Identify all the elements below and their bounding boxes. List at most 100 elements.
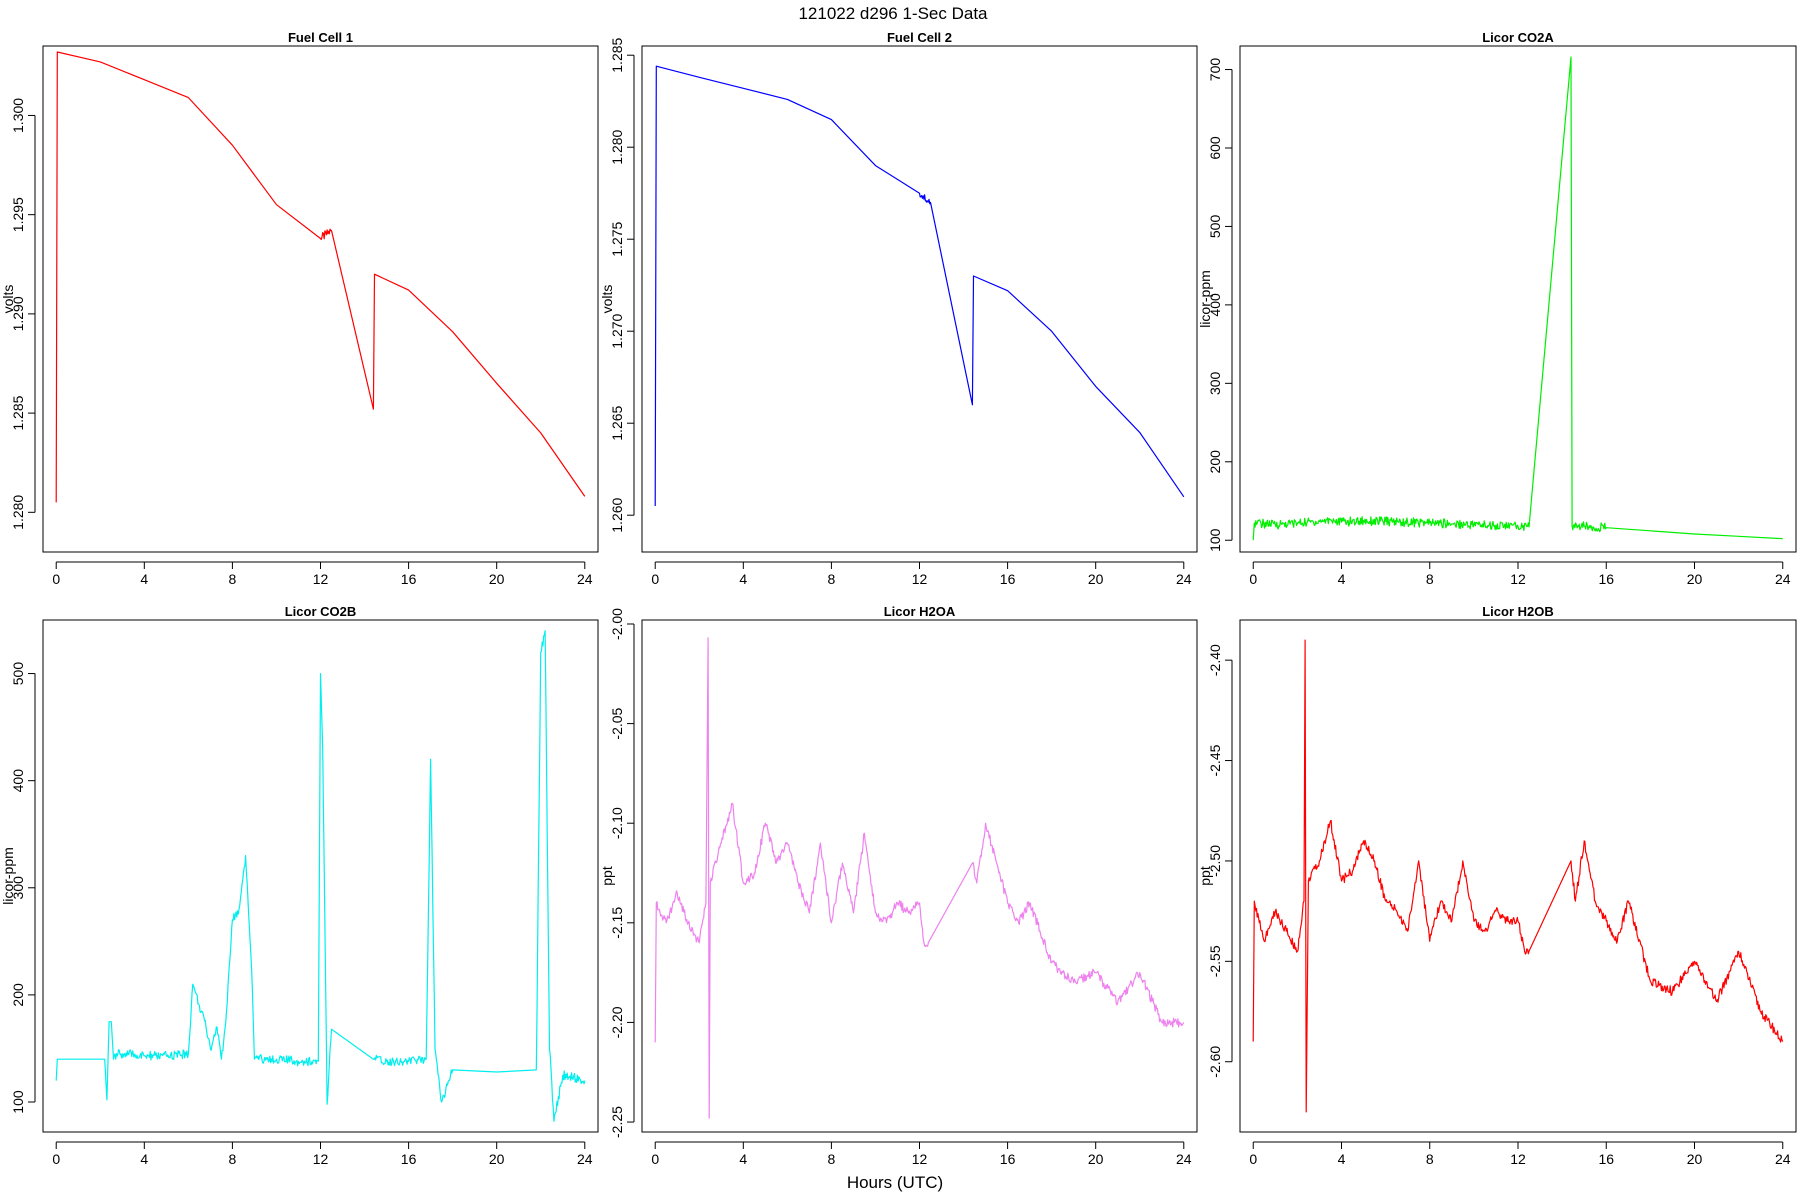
y-tick-label: 500 [10, 662, 26, 686]
y-tick-label: 700 [1207, 58, 1223, 82]
x-tick-label: 4 [1338, 1151, 1346, 1167]
x-tick-label: 8 [1426, 571, 1434, 587]
y-tick-label: -2.25 [609, 1106, 625, 1138]
x-tick-label: 20 [1088, 571, 1104, 587]
x-tick-label: 0 [651, 1151, 659, 1167]
x-tick-label: 4 [140, 1151, 148, 1167]
y-tick-label: 1.265 [609, 405, 625, 440]
x-tick-label: 0 [1249, 1151, 1257, 1167]
y-tick-label: -2.50 [1207, 845, 1223, 877]
panel-5: Licor H2OA ppt 0 4 8 12 16 20 24 -2.25 -2.20 -2.15 -… [599, 604, 1198, 1167]
x-tick-label: 0 [52, 571, 60, 587]
y-axis-label: ppt [1197, 866, 1213, 886]
x-tick-label: 4 [140, 571, 148, 587]
panel-4: Licor CO2B licor-ppm 0 4 8 12 16 20 24 100 200 300 4… [0, 604, 599, 1167]
x-tick-label: 24 [1775, 1151, 1791, 1167]
y-tick-label: 200 [1207, 450, 1223, 474]
x-tick-label: 12 [1510, 571, 1526, 587]
plot-frame [1239, 45, 1797, 553]
y-tick-label: 600 [1207, 136, 1223, 160]
x-tick-label: 8 [229, 571, 237, 587]
series-line-1 [1252, 56, 1783, 541]
y-axis-label: licor-ppm [0, 847, 16, 905]
series-line-1 [654, 637, 1185, 1119]
panel-3: Licor CO2A licor-ppm 0 4 8 12 16 20 24 100 200 300 4… [1197, 30, 1797, 587]
y-tick-label: 200 [10, 983, 26, 1007]
y-tick-label: -2.40 [1207, 644, 1223, 676]
y-tick-label: 100 [1207, 528, 1223, 552]
x-tick-label: 16 [1598, 571, 1614, 587]
y-tick-label: -2.05 [609, 707, 625, 739]
x-tick-label: 16 [401, 571, 417, 587]
y-tick-label: 400 [1207, 293, 1223, 317]
x-tick-label: 24 [1176, 571, 1192, 587]
panel-title: Licor CO2A [1482, 30, 1554, 45]
x-tick-label: 12 [313, 1151, 329, 1167]
series-line-1 [654, 65, 1185, 507]
panel-6: Licor H2OB ppt 0 4 8 12 16 20 24 -2.60 -2.55 -2.50 -… [1197, 604, 1797, 1167]
series-line-1 [55, 51, 586, 503]
y-tick-label: -2.45 [1207, 744, 1223, 776]
y-tick-label: 1.270 [609, 313, 625, 348]
x-tick-label: 20 [1687, 571, 1703, 587]
panel-2: Fuel Cell 2 volts 0 4 8 12 16 20 24 1.260 1.265 1.2… [599, 30, 1198, 587]
plot-frame [641, 45, 1198, 553]
x-tick-label: 0 [1249, 571, 1257, 587]
main-title: 121022 d296 1-Sec Data [798, 4, 988, 23]
x-tick-label: 24 [577, 1151, 593, 1167]
y-tick-label: 1.260 [609, 497, 625, 532]
x-tick-label: 16 [1598, 1151, 1614, 1167]
x-tick-label: 24 [1176, 1151, 1192, 1167]
x-tick-label: 4 [1338, 571, 1346, 587]
x-tick-label: 24 [1775, 571, 1791, 587]
y-tick-label: 500 [1207, 215, 1223, 239]
x-tick-label: 0 [52, 1151, 60, 1167]
panel-title: Fuel Cell 1 [288, 30, 353, 45]
x-tick-label: 12 [1510, 1151, 1526, 1167]
series-line-1 [55, 630, 586, 1122]
y-tick-label: -2.10 [609, 807, 625, 839]
x-tick-label: 12 [912, 1151, 928, 1167]
x-tick-label: 8 [1426, 1151, 1434, 1167]
y-tick-label: 1.280 [10, 495, 26, 530]
x-tick-label: 4 [739, 571, 747, 587]
plot-frame [1239, 619, 1797, 1133]
y-tick-label: 300 [10, 876, 26, 900]
x-tick-label: 0 [651, 571, 659, 587]
x-tick-label: 8 [229, 1151, 237, 1167]
x-tick-label: 24 [577, 571, 593, 587]
x-tick-label: 4 [739, 1151, 747, 1167]
x-tick-label: 20 [1088, 1151, 1104, 1167]
y-tick-label: 1.280 [609, 129, 625, 164]
plot-frame [42, 619, 599, 1133]
y-tick-label: -2.60 [1207, 1046, 1223, 1078]
x-tick-label: 12 [912, 571, 928, 587]
x-tick-label: 16 [1000, 1151, 1016, 1167]
x-tick-label: 16 [1000, 571, 1016, 587]
x-tick-label: 20 [489, 571, 505, 587]
panel-title: Fuel Cell 2 [887, 30, 952, 45]
series-line-1 [1252, 639, 1784, 1113]
y-tick-label: 1.290 [10, 296, 26, 331]
x-tick-label: 20 [489, 1151, 505, 1167]
y-axis-label: volts [599, 285, 615, 314]
y-axis-label: ppt [599, 866, 615, 886]
y-tick-label: 400 [10, 769, 26, 793]
panel-1: Fuel Cell 1 volts 0 4 8 12 16 20 24 1.280 1.285 1.2… [0, 30, 599, 587]
y-axis-label: licor-ppm [1197, 270, 1213, 328]
y-tick-label: 1.275 [609, 221, 625, 256]
plot-frame [641, 619, 1198, 1133]
x-tick-label: 12 [313, 571, 329, 587]
x-tick-label: 16 [401, 1151, 417, 1167]
y-axis-label: volts [0, 285, 16, 314]
y-tick-label: -2.00 [609, 608, 625, 640]
y-tick-label: 1.295 [10, 197, 26, 232]
y-tick-label: 1.285 [609, 37, 625, 72]
panel-title: Licor H2OA [884, 604, 956, 619]
y-tick-label: 100 [10, 1090, 26, 1114]
y-tick-label: 1.300 [10, 98, 26, 133]
y-tick-label: 1.285 [10, 395, 26, 430]
x-tick-label: 20 [1687, 1151, 1703, 1167]
